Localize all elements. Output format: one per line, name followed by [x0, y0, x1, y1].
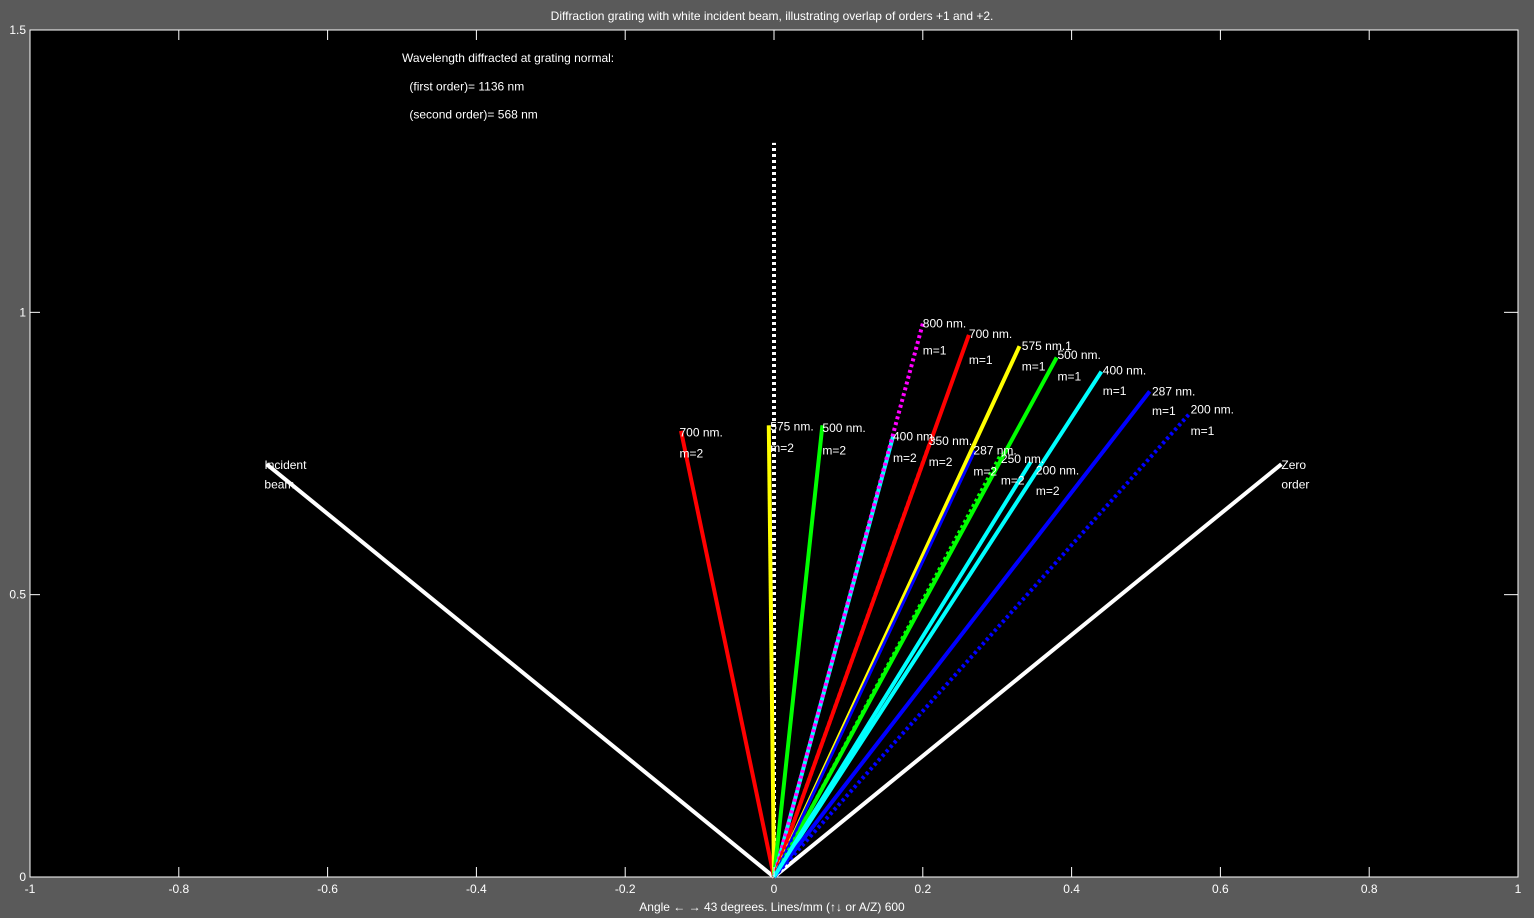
annotation-label: m=1 [1022, 360, 1046, 374]
x-tick-label: 1 [1515, 882, 1522, 896]
annotation-label: m=2 [893, 451, 917, 465]
series-line-13 [772, 412, 1191, 879]
series-line-14 [772, 441, 933, 878]
annotation-label: 700 nm. [969, 327, 1012, 341]
annotation-label: m=2 [822, 444, 846, 458]
series-line-0 [265, 462, 776, 879]
annotation-label: Zero [1281, 458, 1306, 472]
annotation-label: m=2 [680, 447, 704, 461]
annotation-label: beam [264, 478, 294, 492]
x-tick-label: -0.8 [168, 882, 189, 896]
x-tick-label: -1 [25, 882, 36, 896]
annotation-label: 700 nm. [680, 426, 723, 440]
x-tick-label: -0.6 [317, 882, 338, 896]
annotation-label: 287 nm. [1152, 384, 1195, 398]
x-tick-label: 0 [771, 882, 778, 896]
series-line-5 [772, 425, 825, 878]
series-line-16 [772, 452, 1003, 878]
annotation-label: m=1 [969, 353, 993, 367]
annotation-label: m=2 [929, 455, 953, 469]
annotation-label: Incident [264, 458, 307, 472]
annotation-label: 400 nm. [1103, 364, 1146, 378]
annotation-label: m=2 [973, 465, 997, 479]
annotation-label: m=1 [1103, 384, 1127, 398]
x-tick-label: -0.2 [615, 882, 636, 896]
x-tick-label: -0.4 [466, 882, 487, 896]
annotation-label: m=1 [923, 344, 947, 358]
annotation-label: 200 nm. [1036, 463, 1079, 477]
info-text-layer: Wavelength diffracted at grating normal:… [402, 51, 614, 122]
annotation-label: 575 nm.1 [1022, 339, 1072, 353]
x-tick-label: 0.8 [1361, 882, 1378, 896]
annotation-label: order [1281, 478, 1309, 492]
annotation-label: 350 nm. [929, 434, 972, 448]
annotation-label: m=2 [1036, 484, 1060, 498]
annotation-label: m=1 [1191, 424, 1215, 438]
annotation-label: m=1 [1058, 370, 1082, 384]
series-line-15 [772, 450, 977, 878]
series-line-17 [772, 460, 1033, 879]
x-axis-label: Angle ← → 43 degrees. Lines/mm (↑↓ or A/… [639, 900, 905, 914]
annotation-label: 250 nm. [1001, 452, 1044, 466]
y-tick-label: 0.5 [9, 588, 26, 602]
annotation-label: 500 nm. [1058, 348, 1101, 362]
series-line-12 [772, 390, 1152, 879]
annotation-label: m=2 [770, 441, 794, 455]
x-tick-label: 0.4 [1063, 882, 1080, 896]
annotation-label: m=1 [1152, 404, 1176, 418]
x-tick-label: 0.2 [914, 882, 931, 896]
annotation-label: 575 nm. [770, 419, 813, 433]
series-layer [265, 142, 1283, 879]
y-tick-label: 0 [19, 870, 26, 884]
y-tick-label: 1 [19, 305, 26, 319]
tick-layer: -1 -0.8 -0.6 -0.4 -0.2 0 0.2 0.4 0.6 0.8 1 0 0.5 1 1.5 [9, 23, 1521, 896]
info-text-line: (second order)= 568 nm [409, 108, 537, 122]
annotation-label: 200 nm. [1191, 403, 1234, 417]
series-line-11 [772, 370, 1104, 879]
annotation-label: m=2 [1001, 474, 1025, 488]
annotation-label: 500 nm. [822, 421, 865, 435]
y-tick-label: 1.5 [9, 23, 26, 37]
series-line-4 [766, 425, 776, 878]
annotation-label: 400 nm. [893, 430, 936, 444]
x-tick-label: 0.6 [1212, 882, 1229, 896]
series-line-1 [772, 462, 1283, 879]
info-text-line: (first order)= 1136 nm [409, 80, 524, 94]
annotation-layer: Incident beam Zero order 700 nm. m=2 575 nm. m=… [264, 317, 1309, 498]
annotation-label: 287 nm. [973, 444, 1016, 458]
chart-title: Diffraction grating with white incident … [551, 9, 994, 23]
annotation-label: 800 nm. [923, 317, 966, 331]
series-line-3 [679, 430, 776, 878]
info-text-line: Wavelength diffracted at grating normal: [402, 51, 614, 65]
